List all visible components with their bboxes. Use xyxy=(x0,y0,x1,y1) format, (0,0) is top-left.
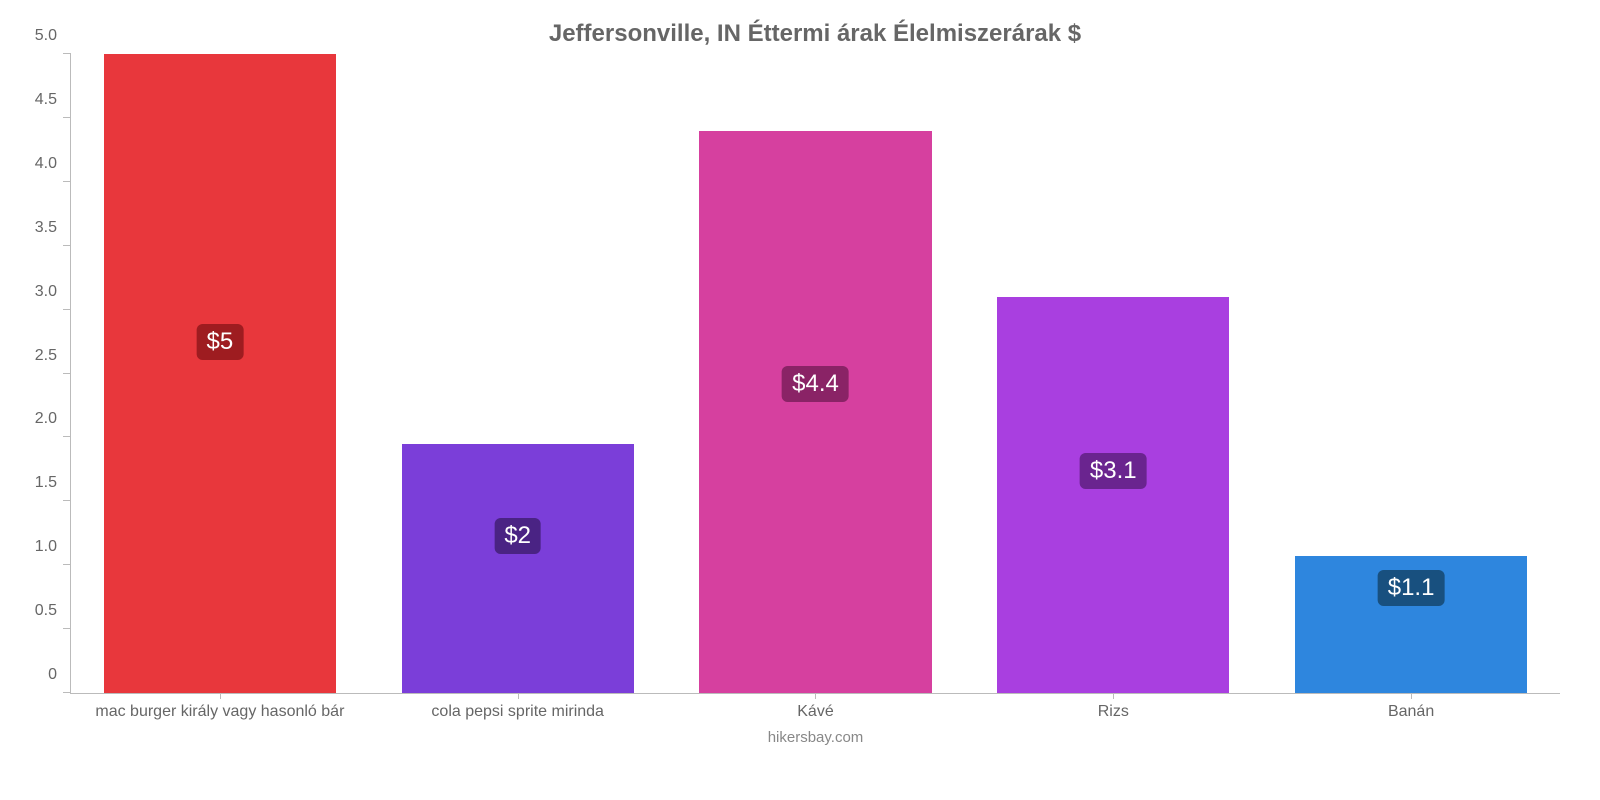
y-tick xyxy=(63,500,71,501)
price-bar-chart: Jeffersonville, IN Éttermi árak Élelmisz… xyxy=(0,0,1600,800)
bar: $3.1 xyxy=(997,297,1229,693)
bar-slot: $4.4Kávé xyxy=(667,54,965,693)
y-tick-label: 0.5 xyxy=(35,602,57,620)
y-tick xyxy=(63,692,71,693)
y-tick-label: 2.5 xyxy=(35,347,57,365)
bar: $5 xyxy=(104,54,336,693)
chart-title: Jeffersonville, IN Éttermi árak Élelmisz… xyxy=(70,20,1560,48)
bar-slot: $5mac burger király vagy hasonló bár xyxy=(71,54,369,693)
y-tick-label: 4.0 xyxy=(35,155,57,173)
x-tick-label: Rizs xyxy=(1098,703,1129,721)
x-tick xyxy=(220,693,221,699)
x-tick xyxy=(518,693,519,699)
bar: $4.4 xyxy=(699,131,931,693)
x-tick xyxy=(1113,693,1114,699)
y-tick-label: 4.5 xyxy=(35,91,57,109)
plot-area: $5mac burger király vagy hasonló bár$2co… xyxy=(70,54,1560,694)
x-tick-label: cola pepsi sprite mirinda xyxy=(431,703,604,721)
bar: $1.1 xyxy=(1295,556,1527,693)
y-tick-label: 3.5 xyxy=(35,219,57,237)
y-tick-label: 2.0 xyxy=(35,410,57,428)
y-tick-label: 5.0 xyxy=(35,27,57,45)
bars-row: $5mac burger király vagy hasonló bár$2co… xyxy=(71,54,1560,693)
y-tick-label: 0 xyxy=(48,666,57,684)
bar-slot: $1.1Banán xyxy=(1262,54,1560,693)
x-tick xyxy=(815,693,816,699)
y-tick xyxy=(63,181,71,182)
bar-slot: $3.1Rizs xyxy=(964,54,1262,693)
y-tick xyxy=(63,245,71,246)
y-tick-label: 3.0 xyxy=(35,283,57,301)
y-tick xyxy=(63,309,71,310)
y-tick xyxy=(63,53,71,54)
x-tick-label: Banán xyxy=(1388,703,1434,721)
bar-value-label: $5 xyxy=(197,324,244,360)
y-tick-label: 1.5 xyxy=(35,474,57,492)
x-tick xyxy=(1411,693,1412,699)
y-tick-label: 1.0 xyxy=(35,538,57,556)
credit-text: hikersbay.com xyxy=(768,729,864,746)
bar-value-label: $4.4 xyxy=(782,366,849,402)
x-tick-label: Kávé xyxy=(797,703,833,721)
y-tick xyxy=(63,564,71,565)
bar: $2 xyxy=(402,444,634,693)
bar-value-label: $2 xyxy=(494,518,541,554)
x-tick-label: mac burger király vagy hasonló bár xyxy=(95,703,344,721)
bar-value-label: $3.1 xyxy=(1080,453,1147,489)
y-tick xyxy=(63,628,71,629)
y-tick xyxy=(63,436,71,437)
y-tick xyxy=(63,373,71,374)
y-tick xyxy=(63,117,71,118)
bar-slot: $2cola pepsi sprite mirinda xyxy=(369,54,667,693)
bar-value-label: $1.1 xyxy=(1378,570,1445,606)
